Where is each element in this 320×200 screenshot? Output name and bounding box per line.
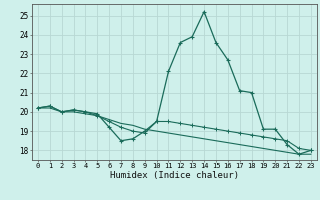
X-axis label: Humidex (Indice chaleur): Humidex (Indice chaleur) bbox=[110, 171, 239, 180]
